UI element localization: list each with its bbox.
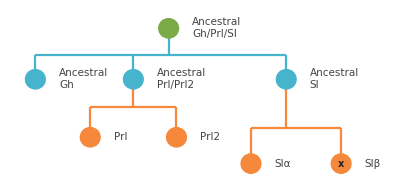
- Text: Prl2: Prl2: [200, 132, 220, 142]
- Text: x: x: [338, 159, 344, 169]
- Text: Slβ: Slβ: [365, 159, 381, 169]
- Ellipse shape: [80, 128, 100, 147]
- Text: Slα: Slα: [274, 159, 291, 169]
- Text: Ancestral
Prl/Prl2: Ancestral Prl/Prl2: [157, 68, 206, 90]
- Ellipse shape: [241, 154, 261, 173]
- Text: Ancestral
Gh/Prl/Sl: Ancestral Gh/Prl/Sl: [192, 17, 242, 39]
- Ellipse shape: [167, 128, 186, 147]
- Ellipse shape: [124, 70, 143, 89]
- Ellipse shape: [276, 70, 296, 89]
- Ellipse shape: [26, 70, 45, 89]
- Text: Prl: Prl: [114, 132, 127, 142]
- Ellipse shape: [159, 19, 178, 38]
- Text: Ancestral
Sl: Ancestral Sl: [310, 68, 359, 90]
- Text: Ancestral
Gh: Ancestral Gh: [59, 68, 108, 90]
- Ellipse shape: [331, 154, 351, 173]
